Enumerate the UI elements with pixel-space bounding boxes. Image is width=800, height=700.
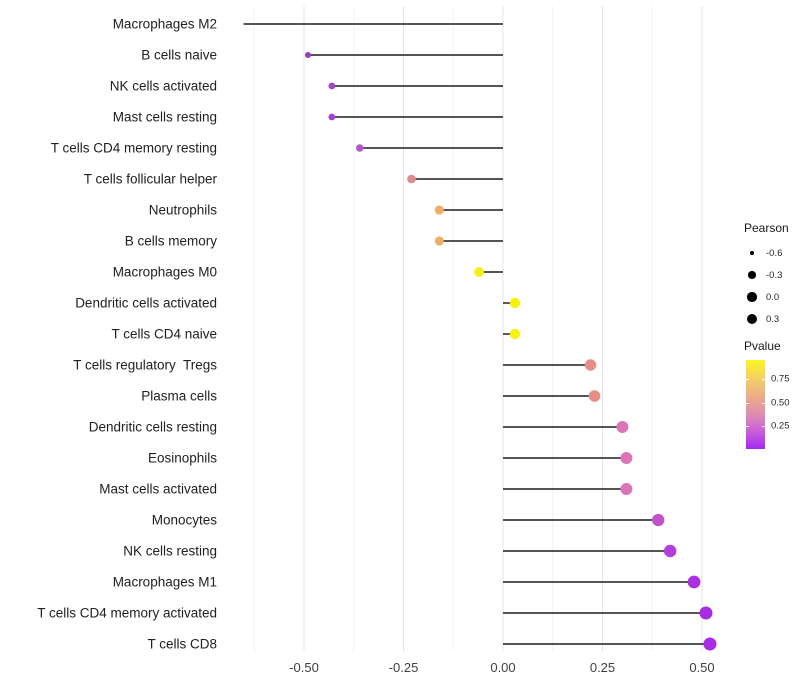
- size-legend-entry: -0.3: [744, 264, 800, 286]
- colorbar-tick-mark: [762, 426, 765, 428]
- category-label: Mast cells activated: [99, 482, 217, 497]
- category-label: NK cells resting: [123, 544, 217, 559]
- lollipop-point: [620, 452, 633, 464]
- category-label: Dendritic cells resting: [89, 420, 217, 435]
- size-legend-entries: -0.6 -0.3 0.0 0.3: [744, 242, 800, 330]
- size-legend-dot-cell: [744, 292, 760, 302]
- size-legend-dot-icon: [748, 271, 756, 279]
- lollipop-point: [687, 575, 701, 589]
- x-tick-label: 0.50: [689, 660, 714, 675]
- size-legend-entry-label: 0.3: [766, 313, 780, 325]
- size-legend-dot-icon: [746, 313, 758, 325]
- lollipop-point: [243, 23, 246, 25]
- category-label: Neutrophils: [149, 203, 218, 218]
- lollipop-point: [328, 113, 336, 121]
- category-label: T cells CD4 memory resting: [51, 141, 217, 156]
- lollipop-point: [620, 483, 633, 495]
- category-label: B cells memory: [125, 234, 218, 249]
- size-legend-entry-label: -0.3: [766, 269, 783, 281]
- category-label: NK cells activated: [110, 79, 217, 94]
- color-legend: Pvalue 0.75 0.50 0.25: [744, 338, 800, 452]
- category-label: Plasma cells: [141, 389, 217, 404]
- size-legend-entry-label: 0.0: [766, 291, 780, 303]
- x-tick-label: -0.25: [389, 660, 419, 675]
- size-legend-dot-cell: [744, 271, 760, 279]
- size-legend-entry: 0.0: [744, 286, 800, 308]
- size-legend-dot-cell: [744, 251, 760, 255]
- lollipop-point: [304, 51, 312, 59]
- category-label: T cells regulatory Tregs: [73, 358, 217, 373]
- category-label: Eosinophils: [148, 451, 217, 466]
- x-tick-label: -0.50: [289, 660, 319, 675]
- category-label: Macrophages M2: [113, 17, 217, 32]
- category-label: Dendritic cells activated: [75, 296, 217, 311]
- size-legend-dot-cell: [744, 313, 760, 325]
- lollipop-point: [407, 174, 416, 184]
- lollipop-point: [616, 421, 629, 433]
- lollipop-point: [703, 637, 717, 651]
- category-label: Macrophages M1: [113, 575, 217, 590]
- lollipop-point: [328, 82, 336, 90]
- colorbar-tick-mark: [746, 402, 749, 404]
- colorbar-tick-label: 0.25: [771, 420, 790, 432]
- category-label: T cells CD4 memory activated: [37, 606, 217, 621]
- category-label: B cells naive: [141, 48, 217, 63]
- size-legend-dot-icon: [747, 292, 757, 302]
- color-legend-title: Pvalue: [744, 339, 781, 353]
- size-legend-entry: 0.3: [744, 308, 800, 330]
- lollipop-point: [663, 544, 677, 558]
- legend-panel: Pearson -0.6 -0.3 0.0 0.3 Pvalue 0.75 0.50 0.…: [744, 220, 800, 452]
- lollipop-point: [652, 513, 665, 527]
- size-legend-entry-label: -0.6: [766, 247, 783, 259]
- category-label: T cells CD8: [147, 637, 217, 652]
- lollipop-point: [434, 205, 444, 215]
- category-label: T cells CD4 naive: [111, 327, 217, 342]
- lollipop-point: [509, 328, 521, 340]
- size-legend-entry: -0.6: [744, 242, 800, 264]
- lollipop-point: [474, 267, 485, 277]
- size-legend-dot-icon: [750, 251, 754, 255]
- category-label: Mast cells resting: [113, 110, 217, 125]
- colorbar-tick-mark: [762, 378, 765, 380]
- colorbar-tick-label: 0.75: [771, 373, 790, 385]
- colorbar-tick-label: 0.50: [771, 397, 790, 409]
- lollipop-point: [355, 144, 364, 152]
- lollipop-point: [699, 606, 713, 620]
- colorbar-tick-mark: [746, 426, 749, 428]
- category-label: Monocytes: [152, 513, 218, 528]
- colorbar-tick-mark: [746, 378, 749, 380]
- pvalue-colorbar-wrap: 0.75 0.50 0.25: [744, 360, 800, 452]
- lollipop-point: [434, 236, 444, 246]
- size-legend: Pearson -0.6 -0.3 0.0 0.3: [744, 220, 800, 330]
- x-tick-label: 0.00: [490, 660, 515, 675]
- category-label: Macrophages M0: [113, 265, 217, 280]
- lollipop-point: [588, 390, 601, 402]
- lollipop-point: [509, 297, 521, 309]
- x-tick-label: 0.25: [590, 660, 615, 675]
- lollipop-point: [584, 359, 597, 371]
- pvalue-colorbar: [746, 360, 765, 449]
- size-legend-title: Pearson: [744, 221, 789, 235]
- colorbar-tick-mark: [762, 402, 765, 404]
- category-label: T cells follicular helper: [84, 172, 218, 187]
